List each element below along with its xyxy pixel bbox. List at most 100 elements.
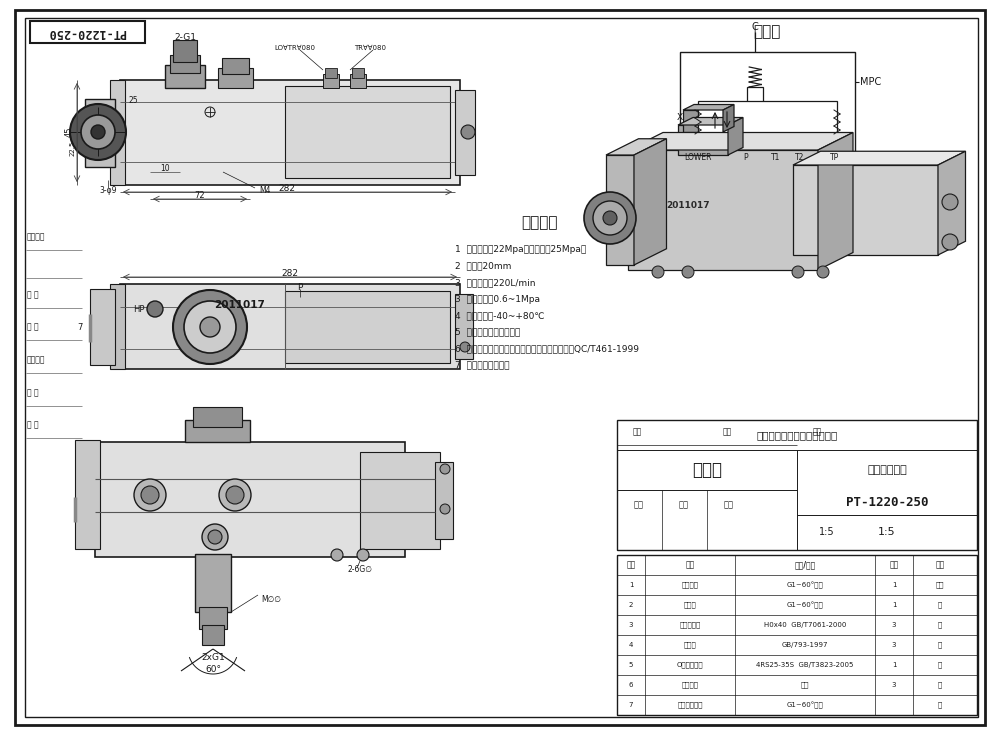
Bar — [285, 291, 450, 363]
Polygon shape — [818, 132, 853, 270]
Text: 3  控制气压：0.6~1Mpa: 3 控制气压：0.6~1Mpa — [455, 295, 540, 304]
Bar — [435, 462, 453, 539]
Polygon shape — [628, 132, 853, 150]
Circle shape — [593, 201, 627, 235]
Text: 个套: 个套 — [936, 581, 944, 588]
Circle shape — [817, 266, 829, 278]
Bar — [120, 284, 460, 369]
Bar — [95, 442, 405, 557]
Text: 批 准: 批 准 — [27, 389, 39, 398]
Text: M4: M4 — [259, 185, 271, 195]
Bar — [360, 452, 440, 549]
Bar — [747, 87, 763, 109]
Text: H0x40  GB/T7061-2000: H0x40 GB/T7061-2000 — [764, 622, 846, 628]
Text: 6: 6 — [629, 682, 633, 688]
Text: 直录: 直录 — [801, 681, 809, 688]
Polygon shape — [683, 104, 734, 110]
Circle shape — [226, 486, 244, 504]
Text: 3: 3 — [892, 622, 896, 628]
Text: 名称: 名称 — [685, 561, 695, 570]
Polygon shape — [723, 104, 734, 132]
Circle shape — [440, 504, 450, 514]
Circle shape — [584, 192, 636, 244]
Text: 7: 7 — [629, 702, 633, 708]
Bar — [222, 58, 249, 74]
Text: 设计: 设计 — [634, 501, 644, 509]
Bar — [85, 99, 115, 167]
Text: 25: 25 — [128, 96, 138, 104]
Text: 审查: 审查 — [679, 501, 689, 509]
Bar — [202, 625, 224, 645]
Text: LOWER: LOWER — [684, 153, 712, 162]
Text: 2  通径：20mm: 2 通径：20mm — [455, 262, 511, 270]
Bar — [75, 440, 100, 549]
Bar — [165, 65, 205, 88]
Text: 件: 件 — [938, 662, 942, 668]
Text: PT-1220-250: PT-1220-250 — [846, 495, 928, 509]
Text: 45: 45 — [64, 126, 74, 137]
Text: 60°: 60° — [205, 665, 221, 675]
Circle shape — [331, 549, 343, 561]
Text: 2011017: 2011017 — [215, 300, 265, 310]
Text: 顺序体: 顺序体 — [684, 602, 696, 609]
Circle shape — [91, 125, 105, 139]
Text: 序号: 序号 — [626, 561, 636, 570]
Text: 5  工作介质：抗磨液压油: 5 工作介质：抗磨液压油 — [455, 328, 520, 337]
Bar — [350, 74, 366, 88]
Text: 7  标牌：激光打码。: 7 标牌：激光打码。 — [455, 360, 510, 370]
Circle shape — [70, 104, 126, 160]
Text: T1: T1 — [771, 153, 781, 162]
Text: P: P — [744, 153, 748, 162]
Text: 山形密封圈: 山形密封圈 — [679, 622, 701, 628]
Text: 1: 1 — [892, 602, 896, 608]
Bar — [110, 284, 125, 369]
Text: 1:5: 1:5 — [819, 527, 835, 537]
Text: 72: 72 — [195, 190, 205, 199]
Circle shape — [200, 317, 220, 337]
Bar — [193, 407, 242, 427]
Text: TP: TP — [830, 153, 840, 162]
Bar — [199, 607, 227, 629]
Text: GB/793-1997: GB/793-1997 — [782, 642, 828, 648]
Text: 282: 282 — [278, 184, 296, 193]
Bar — [325, 68, 337, 78]
Circle shape — [141, 486, 159, 504]
Text: LO∀TR∀080: LO∀TR∀080 — [274, 45, 316, 51]
Text: 2-G1: 2-G1 — [174, 32, 196, 41]
Text: 1  额定压力：22Mpa。滤液压力25Mpa。: 1 额定压力：22Mpa。滤液压力25Mpa。 — [455, 245, 586, 254]
Text: 6  产品执行标准：《自卸汽车换向阀技术条件》QC/T461-1999: 6 产品执行标准：《自卸汽车换向阀技术条件》QC/T461-1999 — [455, 344, 639, 353]
Text: G1~60°内锥: G1~60°内锥 — [787, 581, 823, 589]
Polygon shape — [938, 151, 966, 255]
Text: 数量: 数量 — [889, 561, 899, 570]
Text: 图纸编号: 图纸编号 — [27, 356, 46, 365]
Polygon shape — [606, 139, 666, 155]
Circle shape — [460, 342, 470, 352]
Text: 批准: 批准 — [812, 428, 822, 437]
Text: 3: 3 — [892, 682, 896, 688]
Text: 组合件: 组合件 — [692, 461, 722, 479]
Circle shape — [440, 464, 450, 474]
Polygon shape — [628, 150, 818, 270]
Circle shape — [219, 479, 251, 511]
Bar — [680, 52, 855, 167]
Circle shape — [202, 524, 228, 550]
Text: 件: 件 — [938, 622, 942, 628]
Text: 2: 2 — [629, 602, 633, 608]
Text: G1~60°平面: G1~60°平面 — [787, 701, 823, 709]
Text: M∅∅: M∅∅ — [261, 595, 281, 603]
Text: 日 期: 日 期 — [27, 420, 39, 429]
Text: 件: 件 — [938, 602, 942, 609]
Text: 主要参数: 主要参数 — [522, 215, 558, 231]
Polygon shape — [728, 118, 743, 155]
Text: TR∀∀080: TR∀∀080 — [354, 45, 386, 51]
Circle shape — [792, 266, 804, 278]
Text: 7: 7 — [77, 323, 83, 331]
Circle shape — [208, 530, 222, 544]
Polygon shape — [793, 151, 966, 165]
Text: T2: T2 — [795, 153, 805, 162]
Bar — [617, 555, 977, 715]
Bar — [617, 420, 977, 550]
Bar — [185, 420, 250, 442]
Text: 件: 件 — [938, 681, 942, 688]
Circle shape — [942, 194, 958, 210]
